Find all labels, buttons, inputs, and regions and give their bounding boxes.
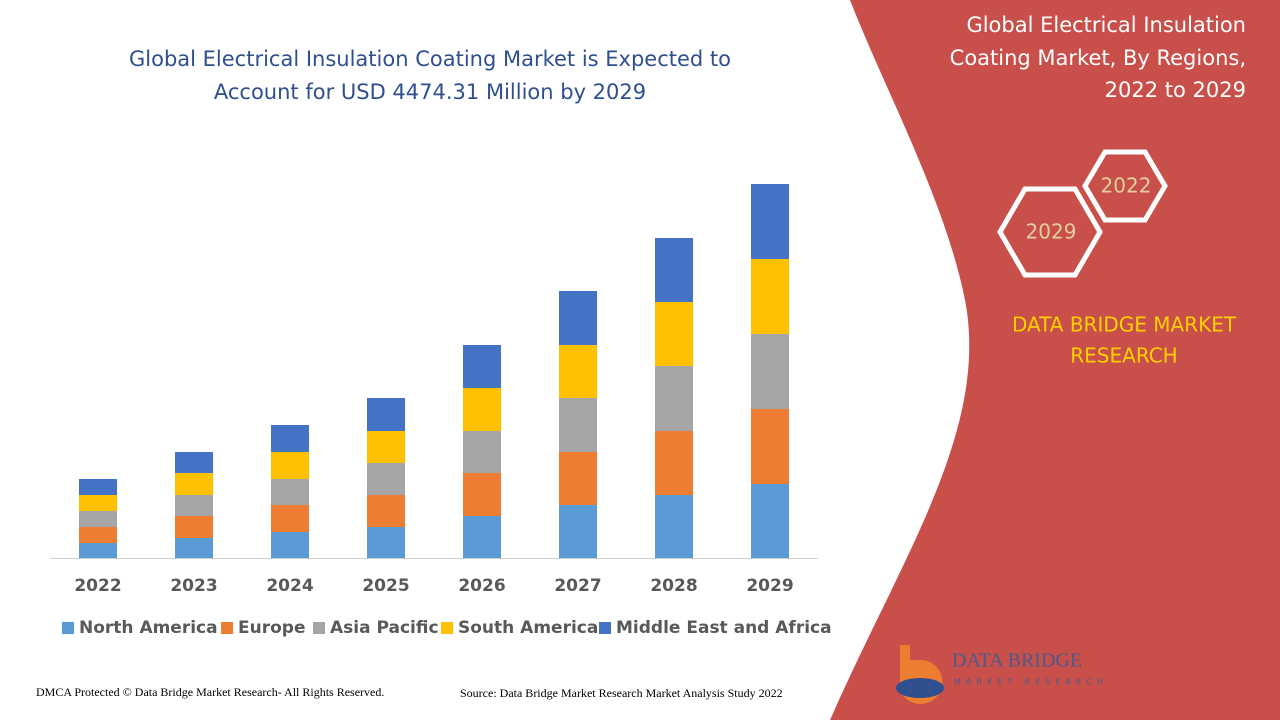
bar-segment bbox=[79, 511, 117, 527]
x-tick-label: 2022 bbox=[74, 576, 121, 596]
bar-segment bbox=[271, 452, 309, 479]
bar-segment bbox=[271, 479, 309, 505]
bar-segment bbox=[751, 184, 789, 259]
bar-segment bbox=[367, 495, 405, 527]
bar-segment bbox=[367, 431, 405, 463]
bar-segment bbox=[463, 473, 501, 516]
bar-segment bbox=[79, 543, 117, 558]
panel-title: Coating Market, By Regions, bbox=[950, 46, 1246, 70]
bar-segment bbox=[751, 409, 789, 484]
hexagon-label: 2029 bbox=[1026, 220, 1077, 244]
bar-segment bbox=[79, 527, 117, 543]
bar-segment bbox=[655, 366, 693, 431]
x-tick-label: 2023 bbox=[170, 576, 217, 596]
bar-segment bbox=[559, 505, 597, 558]
bar-segment bbox=[559, 345, 597, 398]
bar-segment bbox=[175, 495, 213, 516]
bar-segment bbox=[655, 431, 693, 495]
panel-title: 2022 to 2029 bbox=[1105, 78, 1246, 102]
x-tick-label: 2025 bbox=[362, 576, 409, 596]
bar-segment bbox=[367, 463, 405, 495]
bar-segment bbox=[79, 479, 117, 495]
logo-icon bbox=[896, 678, 944, 698]
bar-segment bbox=[655, 495, 693, 558]
bar-segment bbox=[367, 527, 405, 558]
legend-label: South America bbox=[458, 618, 598, 638]
side-panel bbox=[830, 0, 1280, 720]
bar-segment bbox=[271, 425, 309, 452]
bar-segment bbox=[559, 452, 597, 505]
bar-segment bbox=[463, 388, 501, 431]
hexagon-label: 2022 bbox=[1101, 174, 1152, 198]
source: Source: Data Bridge Market Research Mark… bbox=[460, 686, 783, 700]
copyright: DMCA Protected © Data Bridge Market Rese… bbox=[36, 685, 384, 699]
bar-segment bbox=[463, 431, 501, 473]
bar-segment bbox=[175, 452, 213, 473]
legend-label: Europe bbox=[238, 618, 305, 638]
brand-text: DATA BRIDGE MARKET bbox=[1012, 313, 1237, 337]
legend-swatch bbox=[221, 622, 233, 634]
bar-segment bbox=[271, 505, 309, 532]
bar-segment bbox=[655, 302, 693, 366]
bar-segment bbox=[463, 516, 501, 558]
legend-swatch bbox=[599, 622, 611, 634]
panel-title: Global Electrical Insulation bbox=[966, 13, 1246, 37]
bar-segment bbox=[175, 516, 213, 538]
x-tick-label: 2027 bbox=[554, 576, 601, 596]
legend-label: Middle East and Africa bbox=[616, 618, 832, 638]
legend-swatch bbox=[62, 622, 74, 634]
bar-segment bbox=[751, 259, 789, 334]
hexagon bbox=[997, 186, 1103, 278]
x-tick-label: 2029 bbox=[746, 576, 793, 596]
bar-segment bbox=[367, 398, 405, 431]
bar-segment bbox=[271, 532, 309, 558]
hexagon bbox=[1082, 149, 1168, 223]
logo-tagline: MARKET RESEARCH bbox=[954, 678, 1108, 687]
legend-swatch bbox=[441, 622, 453, 634]
logo: DATA BRIDGE MARKET RESEARCH bbox=[896, 645, 1108, 704]
bar-segment bbox=[559, 398, 597, 452]
bar-segment bbox=[79, 495, 117, 511]
chart-title: Global Electrical Insulation Coating Mar… bbox=[129, 47, 731, 71]
bar-segment bbox=[175, 538, 213, 558]
x-tick-label: 2026 bbox=[458, 576, 505, 596]
x-tick-label: 2024 bbox=[266, 576, 313, 596]
brand-text: RESEARCH bbox=[1070, 344, 1177, 368]
legend-label: Asia Pacific bbox=[330, 618, 439, 638]
bar-segment bbox=[175, 473, 213, 495]
legend-swatch bbox=[313, 622, 325, 634]
x-tick-label: 2028 bbox=[650, 576, 697, 596]
logo-name: DATA BRIDGE bbox=[952, 650, 1082, 672]
bar-segment bbox=[655, 238, 693, 302]
bar-segment bbox=[751, 334, 789, 409]
bar-segment bbox=[751, 484, 789, 558]
bar-segment bbox=[463, 345, 501, 388]
bar-segment bbox=[559, 291, 597, 345]
chart-title: Account for USD 4474.31 Million by 2029 bbox=[214, 80, 646, 104]
legend-label: North America bbox=[79, 618, 218, 638]
